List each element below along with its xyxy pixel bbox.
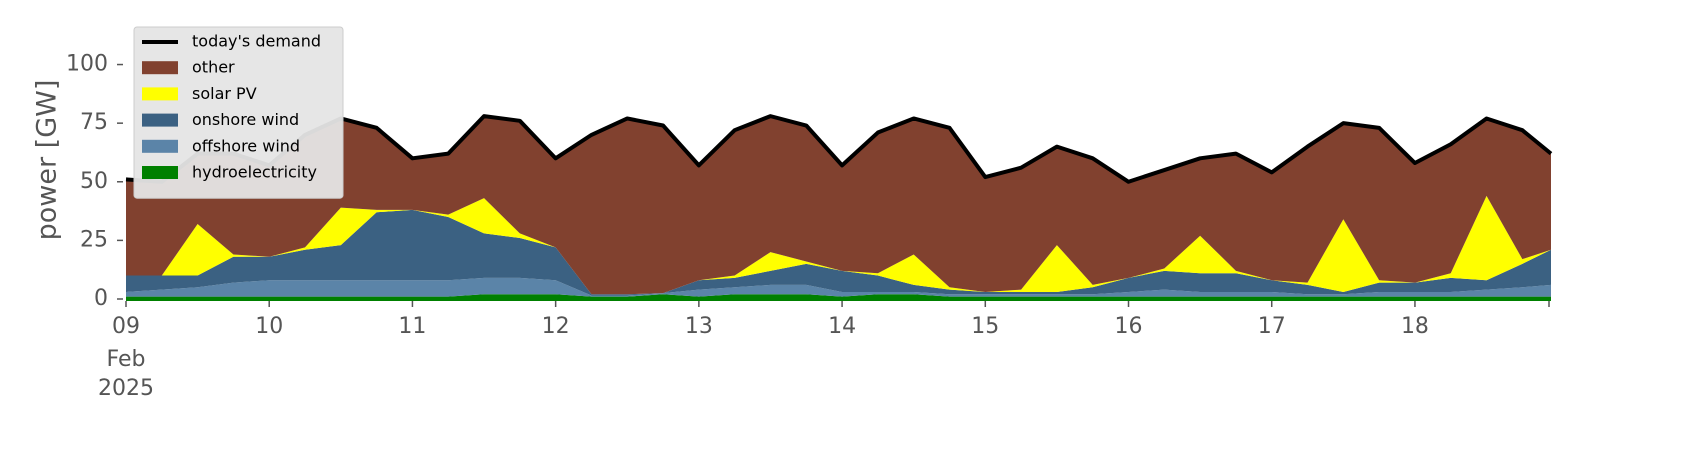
area: [126, 294, 1551, 299]
area: [126, 195, 1551, 295]
legend-label: today's demand: [192, 32, 321, 51]
legend: today's demand other solar PV onshore wind o…: [133, 26, 344, 199]
x-tick-label: 09: [112, 314, 140, 339]
y-tick-label: 25: [80, 227, 108, 252]
y-tick-label: 100: [66, 52, 108, 77]
legend-swatch: [142, 139, 178, 153]
demand-line: [125, 114, 1553, 184]
legend-swatch: [142, 61, 178, 75]
area: [126, 209, 1551, 296]
x-tick-label: 16: [1115, 314, 1143, 339]
x-tick-label: 18: [1401, 314, 1429, 339]
legend-label: other: [192, 58, 235, 77]
y-tick-label: 0: [94, 286, 108, 311]
y-axis-label: power [GW]: [32, 80, 63, 241]
legend-swatch: [142, 87, 178, 101]
legend-swatch: [142, 166, 178, 179]
x-tick-label: 17: [1258, 314, 1286, 339]
x-tick-label: 14: [828, 314, 856, 339]
x-tick-sublabel: Feb: [107, 347, 146, 372]
x-tick-label: 11: [398, 314, 426, 339]
legend-label: hydroelectricity: [192, 163, 317, 182]
legend-swatch: [142, 113, 178, 127]
x-tick-label: 10: [255, 314, 283, 339]
x-tick-label: 13: [685, 314, 713, 339]
x-tick-sublabel: 2025: [98, 376, 154, 401]
x-tick-label: 12: [542, 314, 570, 339]
y-tick-label: 75: [80, 110, 108, 135]
x-tick-label: 15: [971, 314, 999, 339]
legend-label: onshore wind: [192, 110, 299, 129]
legend-label: offshore wind: [192, 136, 300, 155]
y-tick-label: 50: [80, 169, 108, 194]
area: [126, 277, 1551, 297]
legend-label: solar PV: [192, 84, 257, 103]
legend-box: [133, 26, 344, 199]
